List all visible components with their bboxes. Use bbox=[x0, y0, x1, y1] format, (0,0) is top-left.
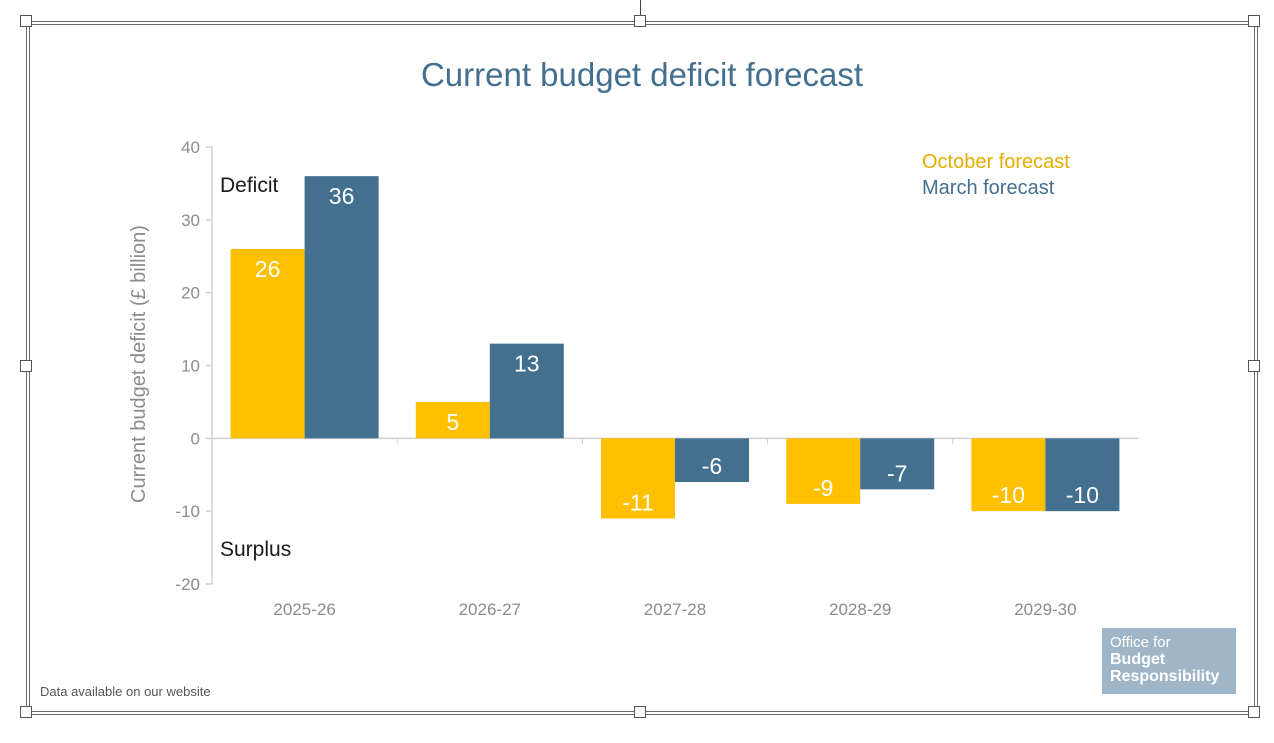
data-label-october: 5 bbox=[446, 409, 459, 435]
resize-handle-middle-right[interactable] bbox=[1248, 360, 1260, 372]
bar-october bbox=[786, 438, 861, 504]
axis-group: -20 -10 0 10 20 30 40 2025-26 2026-27 2027-28 2028… bbox=[175, 138, 1138, 619]
y-tick-label: 40 bbox=[181, 138, 200, 157]
resize-handle-top-right[interactable] bbox=[1248, 15, 1260, 27]
data-label-march: 13 bbox=[514, 351, 540, 377]
x-tick-label: 2025-26 bbox=[273, 600, 335, 619]
bar-march bbox=[860, 438, 935, 490]
data-label-march: -10 bbox=[1066, 482, 1099, 508]
resize-handle-bottom-right[interactable] bbox=[1248, 706, 1260, 718]
logo-line-budget: Budget bbox=[1110, 651, 1166, 668]
y-tick-label: 10 bbox=[181, 357, 200, 376]
x-tick-label: 2028-29 bbox=[829, 600, 891, 619]
deficit-annotation: Deficit bbox=[220, 174, 279, 197]
resize-handle-top-center[interactable] bbox=[634, 15, 646, 27]
bar-october bbox=[971, 438, 1046, 512]
bar-october bbox=[230, 248, 305, 439]
data-label-march: 36 bbox=[329, 183, 355, 209]
logo-line-office: Office for bbox=[1110, 634, 1171, 651]
data-label-october: -11 bbox=[622, 489, 654, 515]
y-tick-label: -20 bbox=[175, 575, 200, 594]
x-tick-label: 2026-27 bbox=[459, 600, 521, 619]
bar-october bbox=[415, 401, 490, 439]
y-tick-label: 30 bbox=[181, 211, 200, 230]
rotate-handle-stem[interactable] bbox=[640, 0, 641, 20]
data-label-march: -7 bbox=[887, 460, 907, 486]
surplus-annotation: Surplus bbox=[220, 538, 291, 561]
resize-handle-middle-left[interactable] bbox=[20, 360, 32, 372]
legend-march: March forecast bbox=[922, 177, 1055, 199]
data-label-march: -6 bbox=[702, 453, 722, 479]
x-tick-label: 2029-30 bbox=[1014, 600, 1076, 619]
y-axis-label: Current budget deficit (£ billion) bbox=[128, 225, 150, 503]
x-tick-label: 2027-28 bbox=[644, 600, 706, 619]
footnote-text: Data available on our website bbox=[40, 684, 211, 699]
data-labels-group: 26 36 5 13 -11 -6 -9 -7 -10 -10 bbox=[255, 183, 1099, 515]
logo-line-responsibility: Responsibility bbox=[1110, 668, 1220, 685]
bar-march bbox=[489, 343, 564, 439]
y-tick-label: 0 bbox=[191, 429, 200, 448]
data-label-october: 26 bbox=[255, 256, 281, 282]
resize-handle-top-left[interactable] bbox=[20, 15, 32, 27]
data-label-october: -9 bbox=[813, 475, 833, 501]
y-tick-label: 20 bbox=[181, 284, 200, 303]
resize-handle-bottom-center[interactable] bbox=[634, 706, 646, 718]
bar-march bbox=[304, 176, 379, 439]
bar-march bbox=[1045, 438, 1120, 512]
bar-march bbox=[675, 438, 749, 483]
legend-october: October forecast bbox=[922, 151, 1070, 173]
bar-october bbox=[601, 438, 675, 519]
obr-logo: Office for Budget Responsibility bbox=[1102, 628, 1236, 694]
resize-handle-bottom-left[interactable] bbox=[20, 706, 32, 718]
data-label-october: -10 bbox=[992, 482, 1025, 508]
y-tick-label: -10 bbox=[175, 502, 200, 521]
bars-group bbox=[230, 176, 1120, 519]
chart-title: Current budget deficit forecast bbox=[421, 56, 863, 93]
